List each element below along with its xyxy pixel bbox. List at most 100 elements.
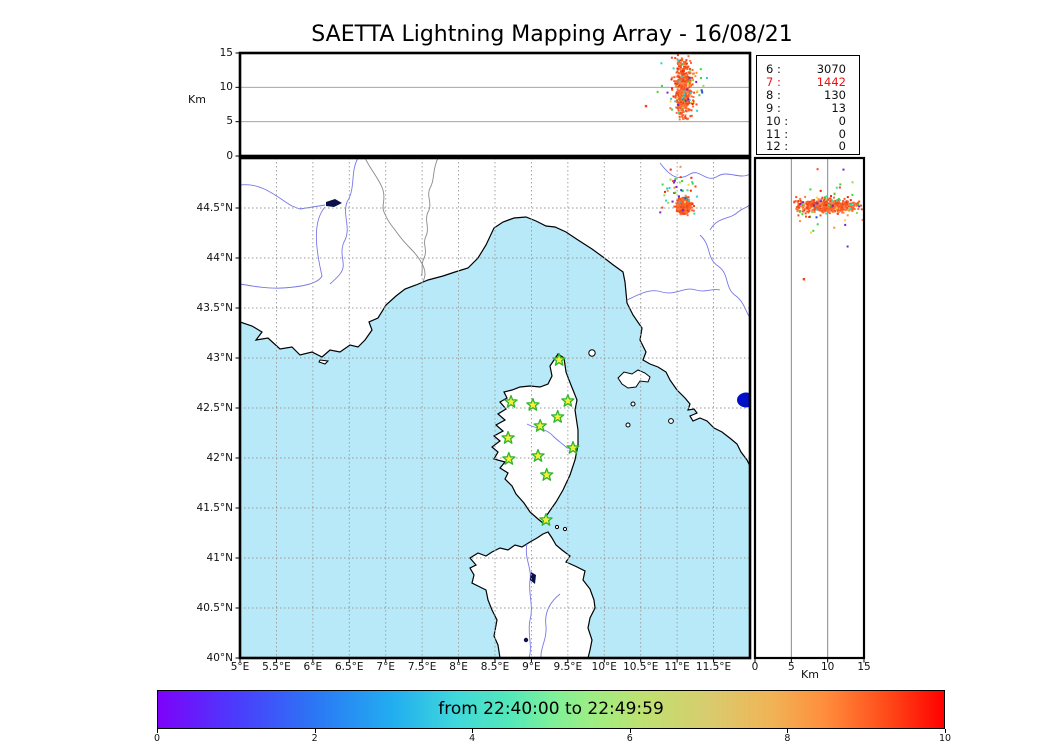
lakes bbox=[326, 199, 750, 643]
lightning-source-point bbox=[798, 210, 801, 213]
lightning-source-point bbox=[684, 210, 687, 213]
lightning-source-point bbox=[700, 77, 702, 79]
lightning-source-point bbox=[834, 210, 837, 213]
lightning-source-point bbox=[836, 208, 839, 211]
lightning-source-point bbox=[673, 80, 676, 83]
lightning-source-point bbox=[644, 104, 648, 108]
lightning-source-point bbox=[807, 205, 809, 207]
lightning-source-point bbox=[660, 62, 663, 65]
lightning-source-point bbox=[838, 186, 841, 189]
lightning-source-point bbox=[690, 176, 693, 179]
lightning-source-point bbox=[817, 207, 820, 210]
lightning-source-point bbox=[690, 84, 693, 87]
lightning-source-point bbox=[678, 80, 681, 83]
lightning-source-point bbox=[691, 101, 694, 104]
lightning-source-point bbox=[851, 207, 854, 210]
lightning-source-point bbox=[681, 93, 684, 96]
lightning-source-point bbox=[800, 200, 803, 203]
lightning-source-point bbox=[665, 199, 668, 202]
lightning-source-point bbox=[855, 202, 857, 205]
lightning-source-point bbox=[668, 187, 671, 189]
lightning-source-point bbox=[802, 201, 805, 204]
hyeres-islands bbox=[318, 359, 330, 365]
lightning-source-point bbox=[690, 95, 693, 98]
lightning-source-point bbox=[816, 168, 819, 171]
lightning-source-point bbox=[674, 94, 677, 97]
top-panel-ylabel: Km bbox=[188, 93, 206, 106]
lightning-source-point bbox=[832, 204, 834, 207]
lightning-source-point bbox=[684, 107, 687, 110]
lightning-source-point bbox=[860, 204, 862, 207]
lightning-source-point bbox=[844, 219, 847, 222]
level-count: 13 bbox=[831, 100, 846, 115]
lightning-source-point bbox=[675, 92, 678, 95]
lightning-source-point bbox=[807, 211, 810, 214]
elba-island bbox=[617, 369, 651, 389]
lightning-source-point bbox=[679, 209, 682, 212]
lightning-source-point bbox=[837, 199, 840, 202]
lightning-source-point bbox=[822, 207, 825, 210]
lightning-source-point bbox=[805, 201, 808, 203]
lightning-source-point bbox=[670, 78, 673, 81]
lightning-source-point bbox=[819, 205, 821, 208]
lightning-source-point bbox=[800, 202, 803, 205]
lightning-source-point bbox=[837, 200, 840, 203]
lightning-source-point bbox=[671, 108, 673, 111]
lightning-source-point bbox=[827, 204, 830, 207]
pianosa-island bbox=[630, 401, 636, 407]
altitude-tick-label: 0 bbox=[751, 661, 759, 673]
lightning-source-point bbox=[839, 206, 842, 209]
lightning-source-point bbox=[842, 200, 845, 202]
lightning-source-point bbox=[679, 102, 682, 105]
lightning-source-point bbox=[685, 102, 688, 105]
lightning-source-point bbox=[687, 117, 689, 120]
lightning-points-alt-lat bbox=[793, 168, 864, 281]
lightning-source-point bbox=[681, 115, 684, 118]
lightning-source-point bbox=[676, 199, 679, 202]
lightning-source-point bbox=[829, 207, 832, 209]
time-colorbar bbox=[157, 690, 945, 729]
lightning-source-point bbox=[674, 57, 677, 59]
lightning-source-point bbox=[677, 109, 680, 112]
map-graticule bbox=[240, 158, 750, 658]
longitude-tick-label: 8.5°E bbox=[480, 661, 510, 673]
longitude-tick-label: 6.5°E bbox=[334, 661, 364, 673]
lightning-source-point bbox=[682, 79, 685, 82]
level-count: 0 bbox=[838, 126, 846, 141]
lightning-source-point bbox=[682, 206, 685, 209]
lightning-source-point bbox=[691, 182, 694, 185]
lightning-source-point bbox=[677, 111, 680, 114]
lightning-source-point bbox=[813, 211, 816, 213]
lightning-source-point bbox=[692, 209, 695, 212]
montecristo-island bbox=[625, 422, 631, 428]
lightning-source-point bbox=[686, 189, 689, 192]
lma-station-marker bbox=[526, 397, 540, 411]
lightning-source-point bbox=[688, 99, 691, 102]
lightning-source-point bbox=[678, 60, 681, 63]
lightning-source-point bbox=[835, 186, 838, 189]
lightning-source-point bbox=[672, 180, 675, 183]
lightning-source-point bbox=[799, 203, 802, 205]
lightning-source-point bbox=[681, 59, 684, 62]
lightning-source-point bbox=[687, 206, 690, 209]
lightning-source-point bbox=[681, 199, 684, 202]
lightning-source-point bbox=[835, 207, 838, 210]
lightning-source-point bbox=[803, 208, 806, 211]
lightning-source-point bbox=[677, 78, 680, 81]
lightning-source-point bbox=[851, 202, 854, 204]
lightning-source-point bbox=[684, 84, 686, 87]
level-count: 1442 bbox=[816, 74, 846, 89]
map-panel-frame bbox=[238, 156, 752, 660]
lightning-source-point bbox=[687, 98, 690, 101]
lightning-source-point bbox=[815, 196, 818, 199]
lightning-source-point bbox=[676, 208, 679, 211]
lightning-source-point bbox=[684, 115, 687, 118]
lightning-source-point bbox=[810, 204, 813, 207]
lightning-source-point bbox=[802, 278, 806, 281]
lightning-source-point bbox=[809, 204, 812, 207]
lightning-source-point bbox=[860, 208, 863, 211]
longitude-tick-label: 5.5°E bbox=[262, 661, 291, 673]
lightning-source-point bbox=[804, 212, 807, 215]
lightning-source-point bbox=[843, 208, 846, 211]
lightning-source-point bbox=[807, 208, 810, 211]
